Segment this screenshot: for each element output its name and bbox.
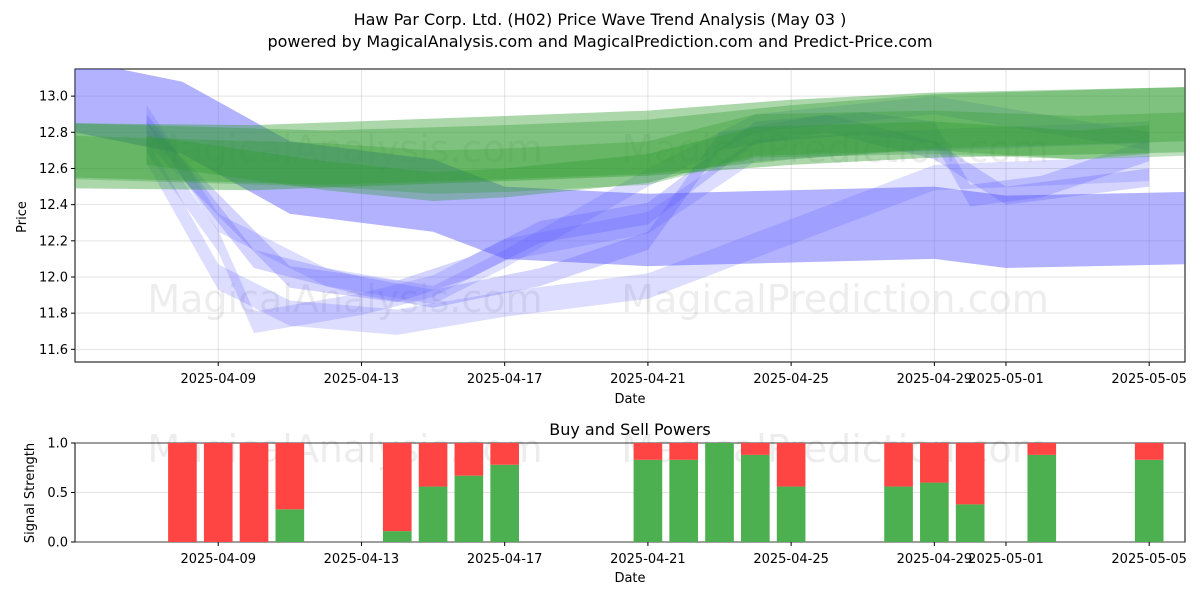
green-wave-band-3 [146,121,1150,201]
buy-power-bar [669,459,699,542]
buy-power-bar [705,443,734,542]
buy-power-bar [275,509,305,542]
chart-subtitle: powered by MagicalAnalysis.com and Magic… [267,32,932,51]
sell-power-bar [920,443,949,483]
power-bars [168,443,1164,542]
sell-power-bar [418,443,448,487]
sell-power-bar [239,443,269,542]
power-y-tick-label: 0.0 [47,536,68,551]
buy-power-bar [920,482,949,542]
bottom-chart-title: Buy and Sell Powers [549,420,711,439]
sell-power-bar [741,443,770,455]
green-wave-band-1 [75,87,1185,185]
power-x-axis-label: Date [614,571,645,586]
price-x-tick-label: 2025-05-05 [1111,372,1187,387]
sell-power-bar [454,443,484,476]
power-y-tick-label: 0.5 [47,486,68,501]
sell-power-bar [669,443,699,460]
buy-power-bar [1027,454,1057,542]
price-x-tick-label: 2025-04-21 [610,372,686,387]
price-watermarks: MagicalAnalysis.com MagicalPrediction.co… [147,127,1048,321]
buy-sell-powers-chart: Buy and Sell Powers MagicalAnalysis.com … [23,420,1187,586]
price-x-tick-label: 2025-05-01 [968,372,1044,387]
power-y-axis: 0.0 0.5 1.0 [47,437,75,551]
blue-wave-band-5 [146,96,1150,305]
blue-wave-band-0 [75,69,1185,268]
green-wave-band-2 [75,110,1185,194]
price-y-axis-label: Price [15,201,30,233]
sell-power-bar [382,443,412,532]
power-y-axis-label: Signal Strength [23,443,38,543]
price-x-axis-label: Date [614,392,645,407]
chart-title: Haw Par Corp. Ltd. (H02) Price Wave Tren… [354,10,847,29]
buy-power-bar [382,531,412,542]
price-y-tick-label: 12.6 [39,162,68,177]
watermark-left-lower: MagicalAnalysis.com [147,277,542,321]
buy-power-bar [884,486,913,542]
buy-power-bar [955,504,985,542]
green-wave-band-0 [75,87,1185,191]
price-x-tick-label: 2025-04-09 [180,372,256,387]
power-x-tick-label: 2025-04-29 [897,552,973,567]
sell-power-bar [884,443,913,487]
price-y-tick-label: 11.8 [39,307,68,322]
sell-power-bar [203,443,233,542]
power-x-tick-label: 2025-04-13 [324,552,400,567]
power-x-tick-label: 2025-04-25 [753,552,829,567]
sell-power-bar [1134,443,1164,460]
sell-power-bar [776,443,806,487]
sell-power-bar [1027,443,1057,455]
price-y-tick-label: 12.2 [39,234,68,249]
power-x-tick-label: 2025-04-09 [180,552,256,567]
price-x-axis: 2025-04-09 2025-04-13 2025-04-17 2025-04-21… [180,362,1187,387]
power-x-tick-label: 2025-05-05 [1111,552,1187,567]
buy-power-bar [1134,459,1164,542]
blue-wave-band-1 [146,112,1150,303]
price-wave-chart: MagicalAnalysis.com MagicalPrediction.co… [15,68,1187,407]
sell-power-bar [168,443,197,542]
buy-power-bar [454,475,484,542]
sell-power-bar [490,443,519,465]
power-x-tick-label: 2025-04-21 [610,552,686,567]
buy-power-bar [633,459,663,542]
price-plot-frame [74,68,1186,363]
price-y-tick-label: 13.0 [39,90,68,105]
price-y-tick-label: 12.0 [39,270,68,285]
price-y-tick-label: 12.4 [39,198,68,213]
buy-power-bar [741,454,770,542]
price-bands [75,69,1185,335]
power-x-tick-label: 2025-05-01 [968,552,1044,567]
buy-power-bar [418,486,448,542]
buy-power-bar [490,464,519,542]
sell-power-bar [275,443,305,510]
sell-power-bar [955,443,985,505]
price-gridlines [75,69,1185,362]
price-y-axis: 11.6 11.8 12.0 12.2 12.4 12.6 12.8 13.0 [39,90,75,358]
watermark-right: MagicalPrediction.com [621,127,1049,171]
watermark-right-lower: MagicalPrediction.com [621,277,1049,321]
power-x-tick-label: 2025-04-17 [467,552,543,567]
power-y-tick-label: 1.0 [47,437,68,452]
price-y-tick-label: 11.6 [39,343,68,358]
power-x-axis: 2025-04-09 2025-04-13 2025-04-17 2025-04-21… [180,542,1187,567]
price-x-tick-label: 2025-04-13 [324,372,400,387]
price-x-tick-label: 2025-04-17 [467,372,543,387]
blue-wave-band-3 [146,137,1150,335]
buy-power-bar [776,486,806,542]
price-x-tick-label: 2025-04-25 [753,372,829,387]
price-x-tick-label: 2025-04-29 [897,372,973,387]
price-y-tick-label: 12.8 [39,126,68,141]
sell-power-bar [633,443,663,460]
watermark-left: MagicalAnalysis.com [147,127,542,171]
blue-wave-band-2 [146,121,1150,334]
